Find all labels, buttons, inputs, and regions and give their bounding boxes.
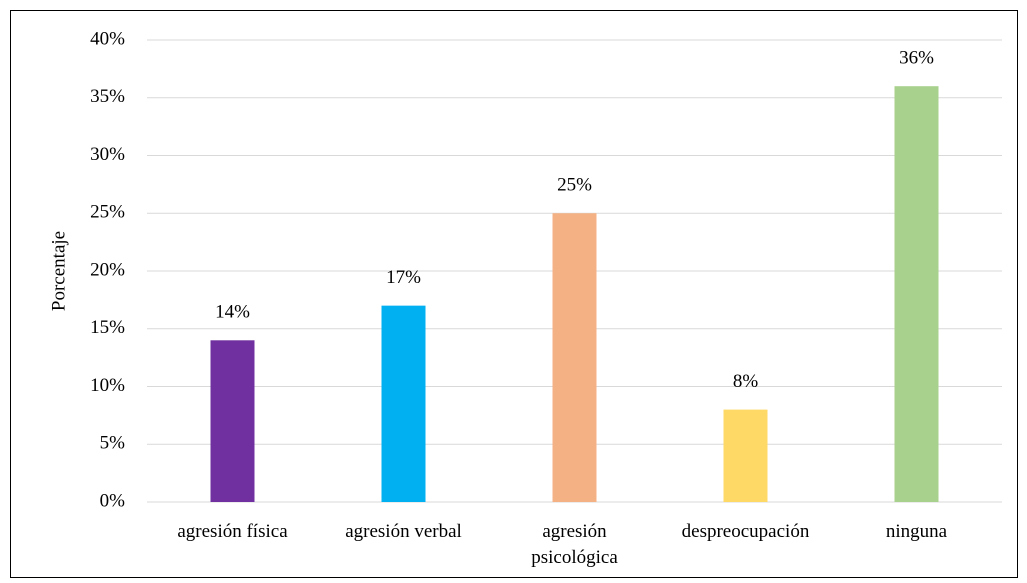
bar xyxy=(723,409,768,502)
bar xyxy=(894,86,939,502)
data-label: 8% xyxy=(733,371,759,392)
x-tick-label: agresión psicológica xyxy=(531,521,618,568)
y-tick-label: 25% xyxy=(90,202,125,223)
y-tick-label: 35% xyxy=(90,86,125,107)
data-label: 36% xyxy=(899,48,934,69)
bar xyxy=(210,340,255,502)
bar xyxy=(552,213,597,502)
y-tick-label: 5% xyxy=(100,433,126,454)
chart-border xyxy=(10,10,1018,578)
y-tick-label: 15% xyxy=(90,317,125,338)
y-tick-label: 40% xyxy=(90,28,125,49)
x-tick-label: agresión verbal xyxy=(345,521,462,542)
y-tick-label: 0% xyxy=(100,490,126,511)
data-label: 25% xyxy=(557,175,592,196)
data-label: 14% xyxy=(215,302,250,323)
x-tick-label: despreocupación xyxy=(681,521,810,542)
y-tick-label: 30% xyxy=(90,144,125,165)
y-tick-label: 20% xyxy=(90,259,125,280)
data-label: 17% xyxy=(386,267,421,288)
y-axis-title: Porcentaje xyxy=(48,231,69,311)
bar xyxy=(381,305,426,502)
x-tick-label: ninguna xyxy=(885,521,948,542)
y-tick-label: 10% xyxy=(90,375,125,396)
x-tick-label: agresión física xyxy=(177,521,288,542)
